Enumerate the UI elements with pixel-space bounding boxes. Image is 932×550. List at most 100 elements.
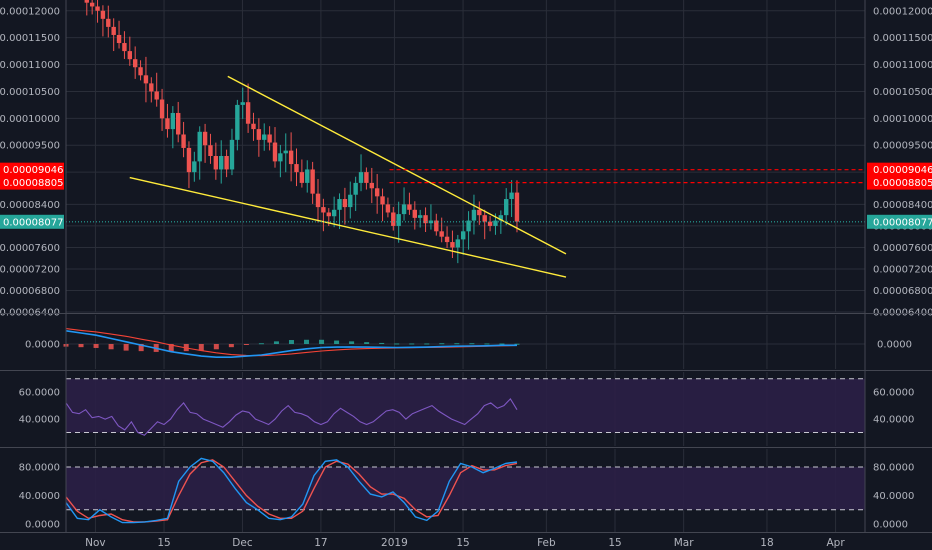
candle-down xyxy=(111,26,116,35)
candle-down xyxy=(89,2,95,7)
macd-histogram-bar xyxy=(394,343,400,345)
macd-histogram-bar xyxy=(364,342,370,344)
candle-down xyxy=(245,102,251,124)
candle-up xyxy=(283,150,288,154)
macd-histogram-bar xyxy=(198,344,204,351)
price-badge-left xyxy=(0,162,64,177)
macd-tick-label-right: 0.0000 xyxy=(877,340,912,351)
macd-histogram-bar xyxy=(514,343,520,345)
candle-down xyxy=(224,156,229,170)
candle-up xyxy=(192,161,197,173)
x-axis-label: 15 xyxy=(456,537,469,549)
candle-up xyxy=(229,139,235,170)
candle-down xyxy=(256,129,262,140)
right-axis-bg xyxy=(865,0,932,532)
candle-down xyxy=(477,209,482,216)
stoch-k-line xyxy=(65,457,518,524)
price-tick-label-right: 0.00011000 xyxy=(873,60,932,71)
candle-up xyxy=(498,215,504,221)
price-badge-right xyxy=(867,214,932,229)
candle-up xyxy=(493,220,498,226)
candle-down xyxy=(412,209,418,218)
pane-bg-price xyxy=(66,0,865,312)
rsi-line xyxy=(65,398,518,436)
macd-line xyxy=(65,330,517,359)
macd-histogram-bar xyxy=(349,341,355,344)
candle-down xyxy=(391,212,396,226)
candle-up xyxy=(337,199,342,210)
candle-down xyxy=(165,118,170,130)
candle-down xyxy=(267,134,272,143)
rsi-tick-label-left: 40.0000 xyxy=(19,415,60,426)
price-badge-left-label: 0.00009046 xyxy=(3,165,63,176)
candle-down xyxy=(380,196,385,205)
candle-down xyxy=(100,10,106,19)
price-badge-right-label: 0.00008805 xyxy=(873,178,932,189)
candle-down xyxy=(176,112,181,135)
candle-up xyxy=(197,131,202,162)
candle-up xyxy=(471,209,477,221)
x-axis-label: Feb xyxy=(537,537,556,549)
candle-up xyxy=(240,102,245,105)
price-badge-right-label: 0.00008077 xyxy=(873,217,932,228)
candle-up xyxy=(219,156,224,170)
macd-histogram-bar xyxy=(454,343,460,345)
trendline-lower[interactable] xyxy=(129,176,567,278)
price-badge-right xyxy=(867,162,932,177)
candle-down xyxy=(181,134,186,148)
x-axis-label: 18 xyxy=(760,537,773,549)
candle-down xyxy=(294,164,299,173)
x-axis-label: Mar xyxy=(674,537,694,549)
price-badge-left-label: 0.00008805 xyxy=(3,178,63,189)
candle-up xyxy=(278,153,283,162)
macd-histogram-bar xyxy=(288,340,294,344)
price-tick-label-right: 0.00010500 xyxy=(873,87,932,98)
candle-up xyxy=(460,231,466,240)
trendline-upper[interactable] xyxy=(227,75,567,255)
candle-down xyxy=(310,169,315,194)
price-badge-left xyxy=(0,214,64,229)
candle-up xyxy=(170,112,176,130)
candle-up xyxy=(401,204,407,215)
macd-histogram-bar xyxy=(273,341,279,344)
candle-down xyxy=(326,212,331,217)
rsi-tick-label-left: 60.0000 xyxy=(19,388,60,399)
macd-histogram-bar xyxy=(78,344,84,348)
candle-down xyxy=(299,172,305,183)
candle-down xyxy=(213,156,219,170)
stoch-tick-label-right: 40.0000 xyxy=(873,491,914,502)
macd-histogram-bar xyxy=(424,343,430,345)
price-tick-label-left: 0.00011000 xyxy=(0,60,60,71)
candle-up xyxy=(396,214,401,226)
x-axis-label: 15 xyxy=(608,537,621,549)
price-tick-label-right: 0.00007200 xyxy=(873,264,932,275)
candle-down xyxy=(251,123,256,130)
x-axis-label: Apr xyxy=(827,537,846,549)
price-tick-label-left: 0.00007600 xyxy=(0,243,60,254)
macd-histogram-bar xyxy=(304,339,310,344)
candle-down xyxy=(423,215,428,224)
macd-histogram-bar xyxy=(93,344,99,348)
macd-histogram-bar xyxy=(168,344,174,352)
price-tick-label-left: 0.00008400 xyxy=(0,200,60,211)
macd-histogram-bar xyxy=(258,343,264,345)
price-tick-label-left: 0.00006800 xyxy=(0,286,60,297)
stoch-tick-label-left: 80.0000 xyxy=(19,463,60,474)
rsi-tick-label-right: 40.0000 xyxy=(873,415,914,426)
candle-down xyxy=(272,142,278,162)
x-axis-label: Dec xyxy=(232,537,253,549)
price-badge-right xyxy=(867,175,932,190)
price-tick-label-left: 0.00011500 xyxy=(0,33,60,44)
candle-up xyxy=(504,199,509,216)
stoch-tick-label-left: 0.0000 xyxy=(25,520,60,531)
stoch-tick-label-right: 0.0000 xyxy=(873,520,908,531)
candle-up xyxy=(331,209,337,217)
candle-down xyxy=(385,204,391,213)
candle-up xyxy=(348,194,353,208)
candle-down xyxy=(138,67,143,76)
candle-up xyxy=(509,192,514,200)
stoch-band-fill xyxy=(66,467,865,510)
candle-up xyxy=(455,239,461,248)
